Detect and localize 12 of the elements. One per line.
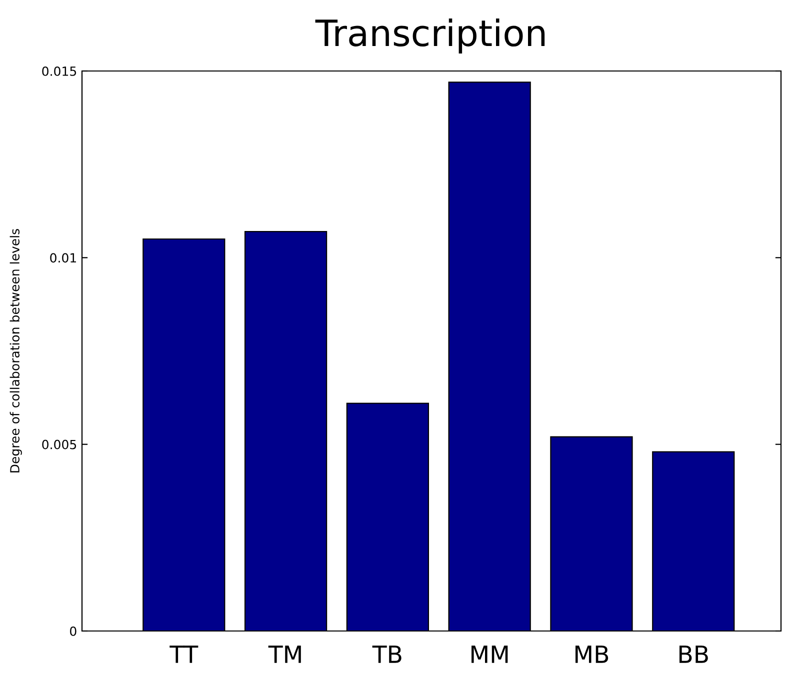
x-tick-label: MB — [576, 646, 608, 663]
x-tick-label: TB — [372, 646, 402, 663]
y-tick-label: 0 — [70, 626, 76, 636]
y-tick-label: 0.01 — [50, 253, 76, 263]
y-tick-label: 0.015 — [42, 66, 76, 76]
x-tick-label: TM — [268, 646, 301, 663]
x-tick-label: BB — [679, 646, 708, 663]
y-tick-label: 0.005 — [42, 440, 76, 450]
y-axis-title: Degree of collaboration between levels — [10, 229, 22, 472]
x-tick-label: MM — [472, 646, 508, 663]
chart-title: Transcription — [315, 18, 545, 54]
x-tick-label: TT — [170, 646, 198, 663]
